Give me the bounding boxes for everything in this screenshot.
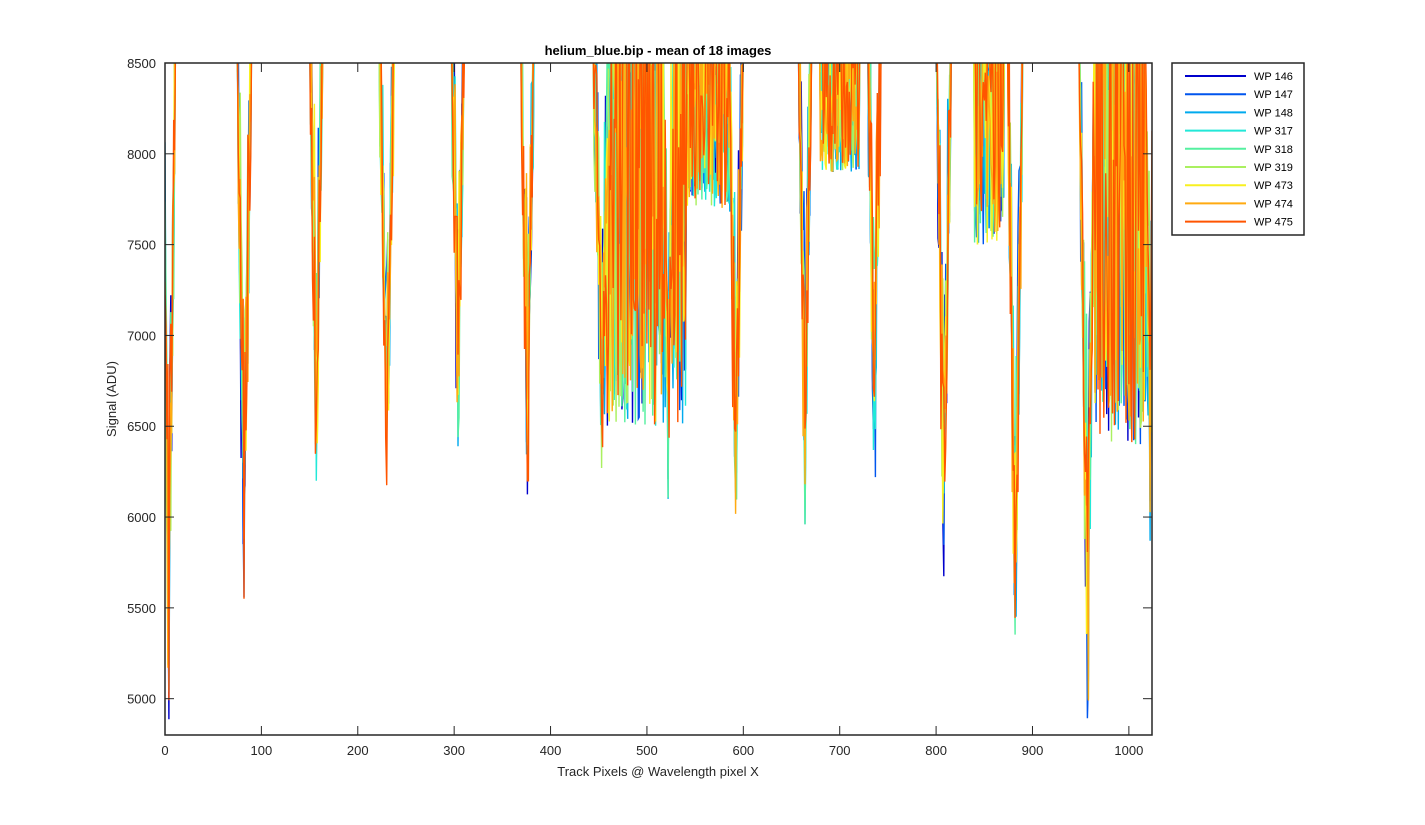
legend-label: WP 147 <box>1254 89 1293 101</box>
y-tick-label: 7500 <box>127 238 156 253</box>
x-tick-label: 300 <box>443 743 465 758</box>
y-tick-label: 6500 <box>127 419 156 434</box>
x-tick-label: 500 <box>636 743 658 758</box>
legend-label: WP 475 <box>1254 217 1293 229</box>
legend-label: WP 318 <box>1254 144 1293 156</box>
legend-label: WP 146 <box>1254 71 1293 83</box>
x-tick-label: 400 <box>540 743 562 758</box>
y-tick-label: 5500 <box>127 601 156 616</box>
chart-title: helium_blue.bip - mean of 18 images <box>545 43 772 58</box>
legend: WP 146 WP 147 WP 148 WP 317 WP 318 WP 319 WP 4… <box>1172 63 1304 235</box>
legend-label: WP 319 <box>1254 162 1293 174</box>
legend-label: WP 317 <box>1254 126 1293 138</box>
x-tick-label: 600 <box>732 743 754 758</box>
y-axis-label: Signal (ADU) <box>104 361 119 437</box>
legend-label: WP 474 <box>1254 198 1293 210</box>
y-tick-label: 8000 <box>127 147 156 162</box>
legend-label: WP 148 <box>1254 107 1293 119</box>
y-tick-label: 7000 <box>127 328 156 343</box>
x-tick-label: 800 <box>925 743 947 758</box>
chart-canvas: helium_blue.bip - mean of 18 images 0 100… <box>0 0 1425 825</box>
y-tick-label: 8500 <box>127 56 156 71</box>
x-tick-label: 900 <box>1022 743 1044 758</box>
legend-label: WP 473 <box>1254 180 1293 192</box>
x-tick-label: 1000 <box>1114 743 1143 758</box>
x-tick-label: 0 <box>161 743 168 758</box>
y-tick-label: 5000 <box>127 692 156 707</box>
x-tick-label: 700 <box>829 743 851 758</box>
x-axis-label: Track Pixels @ Wavelength pixel X <box>557 764 759 779</box>
x-tick-label: 200 <box>347 743 369 758</box>
y-tick-label: 6000 <box>127 510 156 525</box>
x-tick-label: 100 <box>251 743 273 758</box>
